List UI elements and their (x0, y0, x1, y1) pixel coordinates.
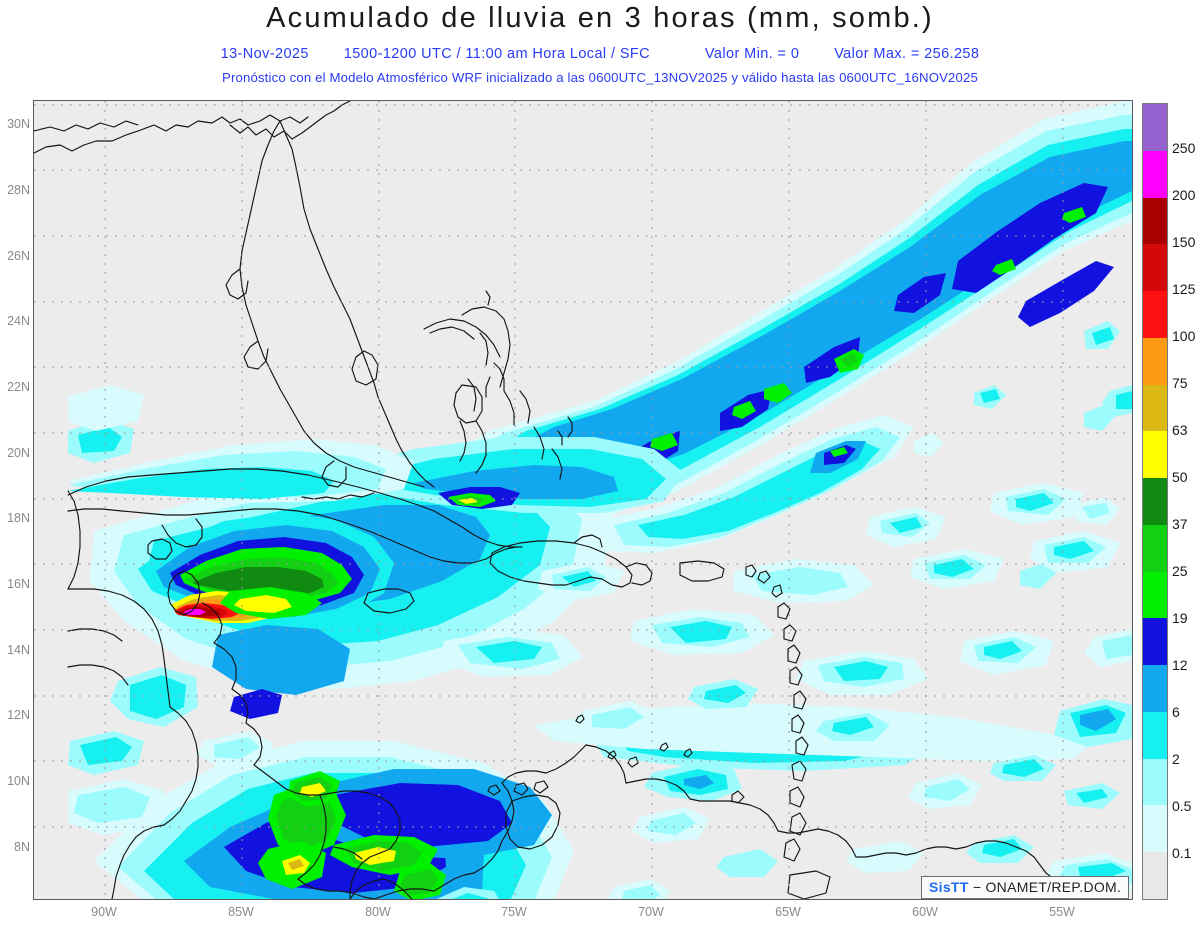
model-description-line: Pronóstico con el Modelo Atmosférico WRF… (222, 70, 978, 85)
colorbar-band-0.1-0.5 (1143, 805, 1167, 853)
lat-label-28n: 28N (7, 183, 30, 197)
map-svg (34, 101, 1132, 899)
coastlines (34, 101, 1085, 899)
colorbar-tick-0.1: 0.1 (1172, 845, 1192, 861)
colorbar-tick-12: 12 (1172, 657, 1188, 673)
forecast-level: SFC (619, 46, 651, 62)
forecast-date: 13-Nov-2025 (220, 46, 309, 62)
lon-label-90w: 90W (91, 905, 117, 919)
colorbar-band-150-200 (1143, 197, 1167, 245)
forecast-info-line: 13-Nov-2025 1500-1200 UTC / 11:00 am Hor… (220, 46, 980, 62)
colorbar-band-25-37 (1143, 524, 1167, 572)
precipitation-colorbar (1142, 103, 1168, 900)
lat-label-14n: 14N (7, 643, 30, 657)
lat-label-20n: 20N (7, 446, 30, 460)
lon-label-60w: 60W (912, 905, 938, 919)
colorbar-band-63-75 (1143, 384, 1167, 432)
colorbar-tick-150: 150 (1172, 234, 1196, 250)
lon-label-85w: 85W (228, 905, 254, 919)
colorbar-tick-25: 25 (1172, 563, 1188, 579)
colorbar-tick-200: 200 (1172, 187, 1196, 203)
colorbar-tick-19: 19 (1172, 610, 1188, 626)
colorbar-band-37-50 (1143, 478, 1167, 525)
colorbar-tick-50: 50 (1172, 469, 1188, 485)
colorbar-tick-125: 125 (1172, 281, 1196, 297)
colorbar-band-0.5-2 (1143, 758, 1167, 806)
colorbar-band-250plus (1143, 104, 1167, 151)
lat-label-16n: 16N (7, 577, 30, 591)
colorbar-band-12-19 (1143, 618, 1167, 666)
lat-label-12n: 12N (7, 708, 30, 722)
colorbar-band-6-12 (1143, 665, 1167, 712)
colorbar-tick-0.5: 0.5 (1172, 798, 1192, 814)
colorbar-band-125-150 (1143, 244, 1167, 292)
colorbar-tick-75: 75 (1172, 375, 1188, 391)
colorbar-tick-6: 6 (1172, 704, 1180, 720)
lon-label-55w: 55W (1049, 905, 1075, 919)
lon-label-70w: 70W (638, 905, 664, 919)
lat-label-8n: 8N (14, 840, 30, 854)
watermark-source: − ONAMET/REP.DOM. (972, 879, 1122, 895)
colorbar-tick-2: 2 (1172, 751, 1180, 767)
lat-label-18n: 18N (7, 511, 30, 525)
lon-label-75w: 75W (501, 905, 527, 919)
colorbar-band-200-250 (1143, 150, 1167, 198)
value-max-label: Valor Max. = 256.258 (834, 46, 980, 62)
colorbar-band-0-0.1 (1143, 852, 1167, 900)
lat-label-22n: 22N (7, 380, 30, 394)
lon-label-80w: 80W (365, 905, 391, 919)
colorbar-band-19-25 (1143, 571, 1167, 619)
colorbar-band-50-63 (1143, 431, 1167, 479)
colorbar-band-100-125 (1143, 291, 1167, 338)
colorbar-band-75-100 (1143, 337, 1167, 385)
value-min-label: Valor Min. = 0 (704, 46, 800, 62)
lat-label-10n: 10N (7, 774, 30, 788)
colorbar-tick-37: 37 (1172, 516, 1188, 532)
lat-label-26n: 26N (7, 249, 30, 263)
forecast-utc-range: 1500-1200 UTC (343, 46, 453, 62)
watermark-brand: SisTT (929, 879, 969, 895)
grid-lines (34, 101, 1132, 899)
colorbar-tick-100: 100 (1172, 328, 1196, 344)
lat-label-30n: 30N (7, 117, 30, 131)
lon-label-65w: 65W (775, 905, 801, 919)
colorbar-tick-63: 63 (1172, 422, 1188, 438)
map-canvas[interactable] (33, 100, 1133, 900)
colorbar-band-2-6 (1143, 711, 1167, 759)
source-watermark: SisTT − ONAMET/REP.DOM. (921, 876, 1130, 899)
forecast-local-time: 11:00 am Hora Local (465, 46, 607, 62)
page-title: Acumulado de lluvia en 3 horas (mm, somb… (266, 2, 934, 34)
lat-label-24n: 24N (7, 314, 30, 328)
colorbar-tick-250: 250 (1172, 140, 1196, 156)
